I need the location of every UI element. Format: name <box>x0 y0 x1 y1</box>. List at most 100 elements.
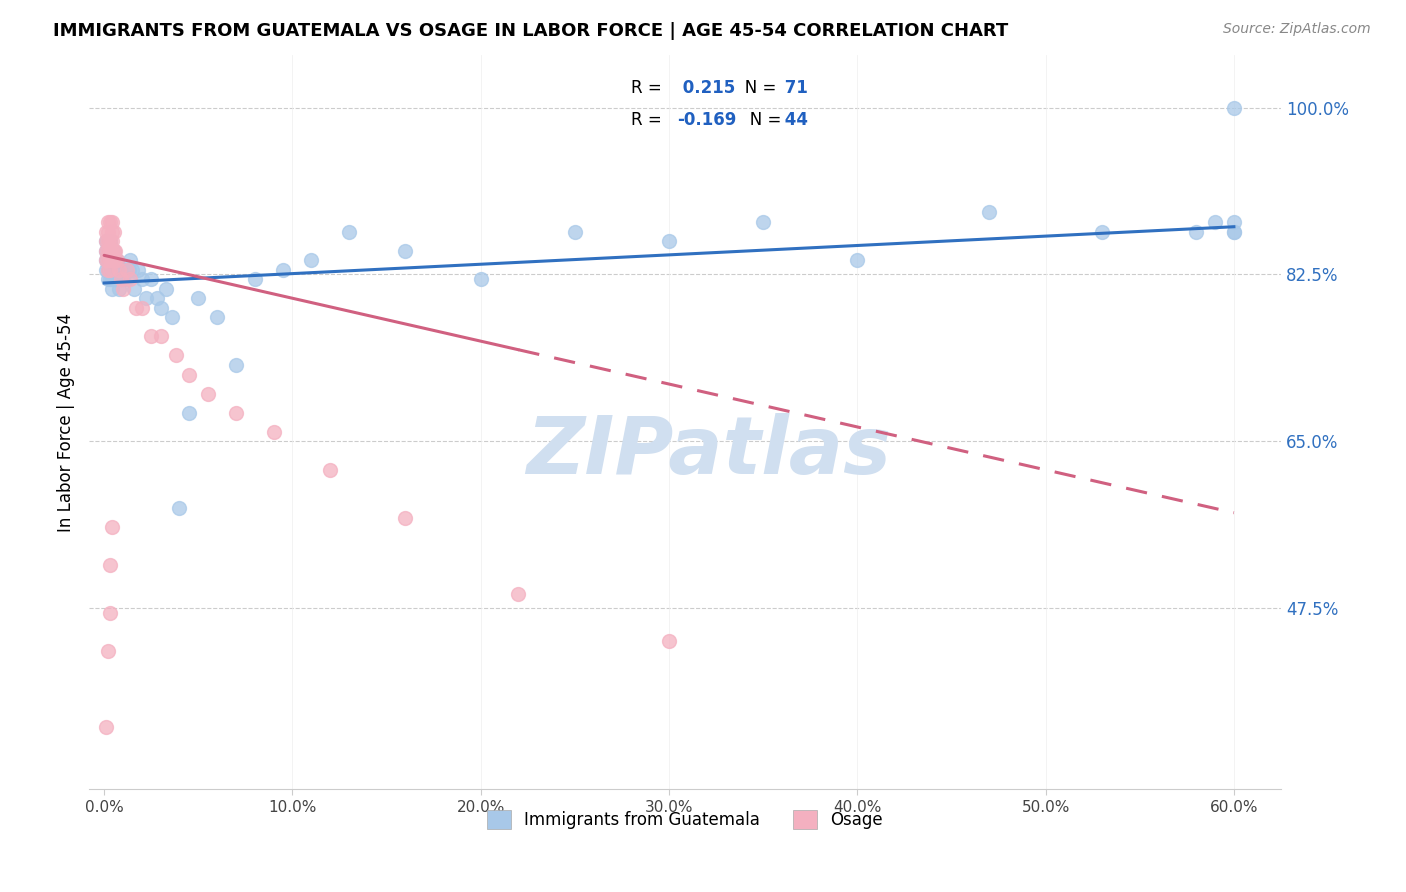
Point <box>98 272 121 286</box>
Point <box>97 644 120 658</box>
Point <box>97 215 120 229</box>
Point <box>100 225 122 239</box>
Point <box>97 244 120 258</box>
Point <box>94 253 117 268</box>
Text: Source: ZipAtlas.com: Source: ZipAtlas.com <box>1223 22 1371 37</box>
Point <box>1185 225 1208 239</box>
Point <box>187 291 209 305</box>
Point <box>94 234 117 248</box>
Point <box>394 244 416 258</box>
Point <box>1204 215 1226 229</box>
Text: 71: 71 <box>779 79 808 97</box>
Point <box>104 253 127 268</box>
Point <box>564 225 586 239</box>
Point <box>97 225 120 239</box>
Point <box>122 282 145 296</box>
Point <box>104 253 127 268</box>
Point <box>160 310 183 325</box>
Point <box>115 262 138 277</box>
Point <box>110 262 132 277</box>
Point <box>103 272 125 286</box>
Point <box>97 262 120 277</box>
Point <box>271 262 294 277</box>
Point <box>94 234 117 248</box>
Point <box>1223 101 1246 115</box>
Point <box>103 253 125 268</box>
Point <box>658 634 681 648</box>
Point <box>100 272 122 286</box>
Point <box>149 301 172 315</box>
Point <box>94 244 117 258</box>
Point <box>100 262 122 277</box>
Point <box>105 272 128 286</box>
Point <box>225 406 247 420</box>
Point <box>977 205 1000 219</box>
Point <box>110 272 132 286</box>
Point <box>197 386 219 401</box>
Text: ZIPatlas: ZIPatlas <box>526 412 891 491</box>
Point <box>97 244 120 258</box>
Point <box>141 329 163 343</box>
Point <box>100 253 122 268</box>
Point <box>108 262 131 277</box>
Point <box>120 253 142 268</box>
Point <box>177 406 200 420</box>
Point <box>97 253 120 268</box>
Point <box>105 262 128 277</box>
Point <box>98 606 121 620</box>
Point <box>94 720 117 734</box>
Text: 0.215: 0.215 <box>676 79 735 97</box>
Point <box>98 253 121 268</box>
Point <box>177 368 200 382</box>
Point <box>98 253 121 268</box>
Point <box>94 253 117 268</box>
Point <box>103 262 125 277</box>
Point <box>120 272 142 286</box>
Point <box>115 272 138 286</box>
Point <box>114 262 136 277</box>
Point <box>225 358 247 372</box>
Point <box>100 234 122 248</box>
Point <box>752 215 775 229</box>
Point <box>658 234 681 248</box>
Point <box>117 262 139 277</box>
Point <box>97 253 120 268</box>
Point <box>205 310 228 325</box>
Y-axis label: In Labor Force | Age 45-54: In Labor Force | Age 45-54 <box>58 313 75 532</box>
Point <box>111 272 134 286</box>
Point <box>98 262 121 277</box>
Point <box>243 272 266 286</box>
Point <box>97 272 120 286</box>
Point <box>98 215 121 229</box>
Point <box>111 282 134 296</box>
Point <box>131 301 153 315</box>
Text: N =: N = <box>730 79 782 97</box>
Point <box>111 262 134 277</box>
Point <box>846 253 869 268</box>
Point <box>508 587 530 601</box>
Point <box>97 262 120 277</box>
Point <box>1223 225 1246 239</box>
Point <box>1223 225 1246 239</box>
Text: N =: N = <box>734 111 786 128</box>
Point <box>108 262 131 277</box>
Text: R =: R = <box>631 79 668 97</box>
Point <box>104 262 127 277</box>
Point <box>94 244 117 258</box>
Point <box>149 329 172 343</box>
Point <box>470 272 492 286</box>
Point <box>100 520 122 534</box>
Point <box>105 253 128 268</box>
Point <box>103 244 125 258</box>
Point <box>100 244 122 258</box>
Point <box>98 244 121 258</box>
Point <box>1091 225 1114 239</box>
Point <box>125 301 148 315</box>
Text: IMMIGRANTS FROM GUATEMALA VS OSAGE IN LABOR FORCE | AGE 45-54 CORRELATION CHART: IMMIGRANTS FROM GUATEMALA VS OSAGE IN LA… <box>53 22 1008 40</box>
Point <box>104 272 127 286</box>
Point <box>299 253 322 268</box>
Point <box>105 253 128 268</box>
Point <box>146 291 169 305</box>
Point <box>98 234 121 248</box>
Point <box>110 272 132 286</box>
